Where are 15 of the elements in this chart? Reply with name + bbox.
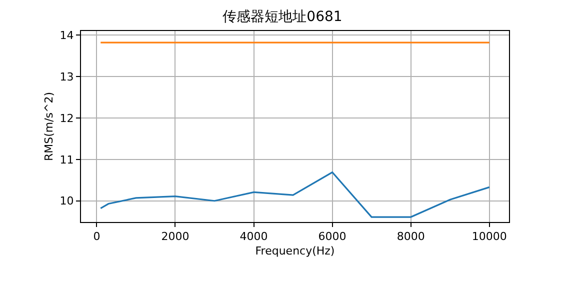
x-tick-label: 10000 — [472, 230, 507, 244]
y-tick-label: 11 — [60, 153, 74, 166]
x-axis-title: Frequency(Hz) — [255, 244, 335, 258]
x-tick-label: 2000 — [161, 230, 190, 244]
line-series — [100, 171, 490, 218]
x-tick-label: 4000 — [240, 230, 268, 244]
chart-title: 传感器短地址0681 — [222, 9, 342, 26]
x-tick-label: 6000 — [318, 230, 346, 244]
y-tick-label: 12 — [60, 112, 74, 125]
y-tick-label: 14 — [60, 28, 74, 42]
x-tick-label: 0 — [93, 230, 100, 244]
y-tick-label: 10 — [60, 194, 74, 208]
x-tick-label: 8000 — [396, 230, 425, 244]
y-axis-title: RMS(m/s^2) — [42, 92, 56, 162]
y-tick-label: 13 — [60, 70, 74, 84]
